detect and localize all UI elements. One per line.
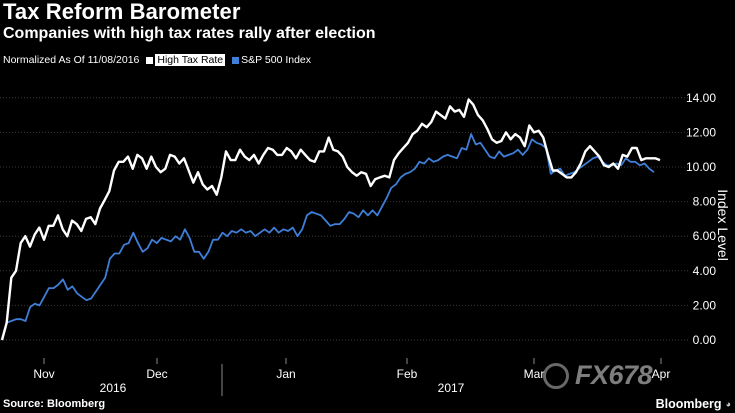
x-year-label: 2016: [100, 381, 127, 395]
x-tick-label: Apr: [652, 367, 671, 381]
y-tick-label: 8.00: [693, 195, 717, 209]
y-tick-label: 2.00: [693, 298, 717, 312]
series-line-sp500-index: [1, 133, 655, 341]
legend-label-sp500: S&P 500 Index: [241, 54, 312, 66]
x-tick-label: Feb: [397, 367, 418, 381]
brand-mark-icon: ◕: [725, 399, 731, 409]
y-tick-label: 10.00: [686, 160, 716, 174]
y-tick-label: 4.00: [693, 264, 717, 278]
x-tick-label: Nov: [33, 367, 54, 381]
y-tick-label: 0.00: [693, 333, 717, 347]
x-year-label: 2017: [438, 381, 465, 395]
brand-name: Bloomberg: [655, 397, 722, 411]
x-tick-label: Mar: [524, 367, 545, 381]
series-lines: [0, 98, 661, 341]
y-tick-label: 14.00: [686, 91, 716, 105]
legend-swatch-sp500: [232, 56, 240, 64]
watermark-logo-icon: [543, 362, 569, 389]
watermark-text: FX678: [575, 360, 653, 390]
y-tick-label: 6.00: [693, 229, 717, 243]
y-tick-label: 12.00: [686, 125, 716, 139]
series-line-high-tax-rate: [0, 98, 661, 341]
legend-label-high-tax: High Tax Rate: [155, 54, 226, 66]
legend: Normalized As Of 11/08/2016 High Tax Rat…: [3, 54, 311, 66]
x-axis: Nov Dec Jan Feb Mar Apr 2016 2017: [33, 358, 670, 396]
y-axis: 0.00 2.00 4.00 6.00 8.00 10.00 12.00 14.00: [686, 91, 716, 347]
x-tick-label: Jan: [276, 367, 295, 381]
legend-swatch-high-tax: [146, 56, 154, 64]
chart-subtitle: Companies with high tax rates rally afte…: [3, 25, 376, 42]
legend-note: Normalized As Of 11/08/2016: [3, 54, 140, 66]
y-axis-label: Index Level: [715, 189, 731, 261]
source-note: Source: Bloomberg: [3, 398, 106, 410]
watermark: FX678: [543, 360, 653, 391]
chart-title: Tax Reform Barometer: [3, 0, 241, 24]
x-tick-label: Dec: [146, 367, 167, 381]
brand: Bloomberg ◕: [656, 397, 731, 411]
